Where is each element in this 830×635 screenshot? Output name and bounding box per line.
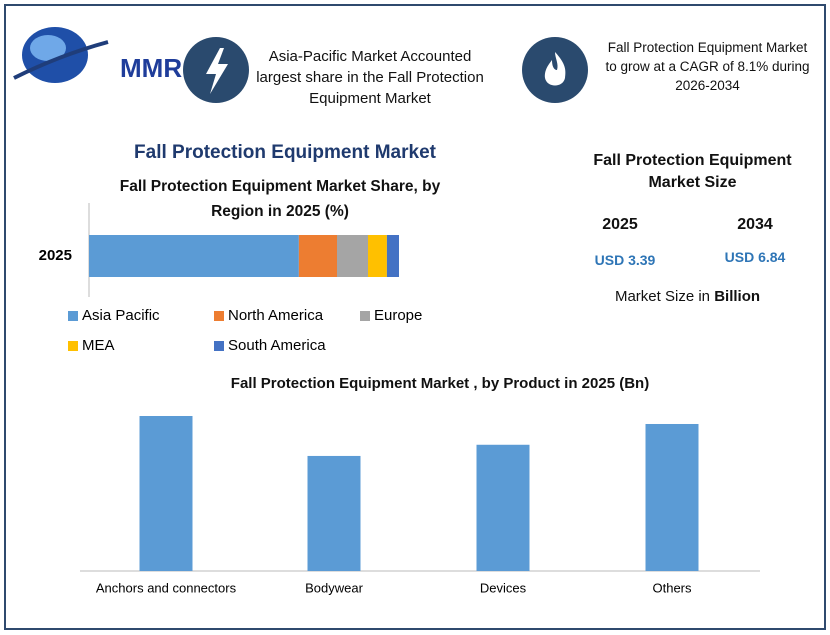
bar-segment <box>386 235 399 277</box>
category-label: 2025 <box>39 247 72 264</box>
bar <box>307 455 361 571</box>
legend-swatch <box>360 311 370 321</box>
frame <box>4 4 826 630</box>
size-note-text: Market Size in <box>614 288 711 305</box>
note: Asia-Pacific Market Accounted largest sh… <box>256 48 484 107</box>
lightning-icon <box>183 37 249 103</box>
legend-label: MEA <box>82 337 115 354</box>
flame-icon <box>522 37 588 103</box>
chart-title: Fall Protection Equipment Market , by Pr… <box>230 375 650 392</box>
legend-label: Asia Pacific <box>82 307 160 324</box>
bar <box>139 416 193 571</box>
legend-label: South America <box>228 337 326 354</box>
bar <box>476 444 530 571</box>
logo-text: MMR <box>120 53 182 83</box>
amount: USD 6.84 <box>724 249 786 265</box>
bar-segment <box>89 235 299 277</box>
bar-segment <box>368 235 387 277</box>
legend-label: North America <box>228 307 324 324</box>
legend-swatch <box>214 341 224 351</box>
x-tick-label: Bodywear <box>305 580 363 595</box>
legend-swatch <box>214 311 224 321</box>
bar-segment <box>298 235 337 277</box>
note: Fall Protection Equipment Market to grow… <box>605 40 810 93</box>
bar <box>645 423 699 571</box>
x-tick-label: Others <box>652 580 692 595</box>
year: 2025 <box>602 216 638 233</box>
chart-title: Fall Protection Equipment Market Share, … <box>119 178 441 220</box>
title: Fall Protection Equipment Market <box>134 142 436 163</box>
logo: MMR <box>13 27 182 83</box>
legend-swatch <box>68 311 78 321</box>
x-tick-label: Devices <box>480 580 527 595</box>
size-note: Market Size in Billion <box>580 288 795 305</box>
legend-label: Europe <box>374 307 422 324</box>
bar-segment <box>337 235 368 277</box>
amount: USD 3.39 <box>594 252 656 268</box>
legend-swatch <box>68 341 78 351</box>
year: 2034 <box>737 216 773 233</box>
size-title: Fall Protection Equipment Market Size <box>593 152 792 191</box>
x-tick-label: Anchors and connectors <box>96 580 237 595</box>
size-unit: Billion <box>714 288 761 305</box>
